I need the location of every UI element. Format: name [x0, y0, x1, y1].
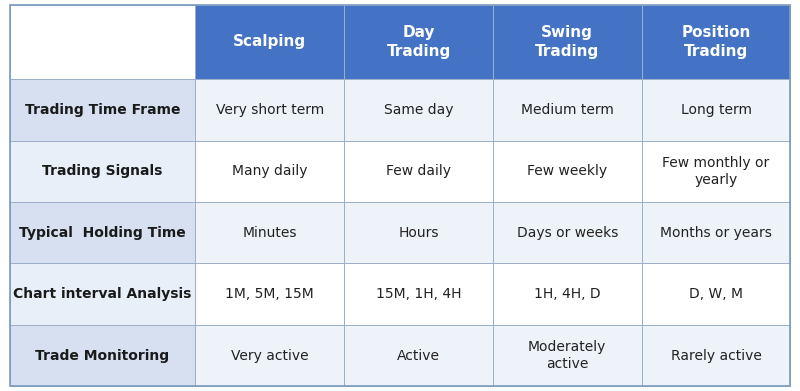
Bar [493, 264, 642, 325]
Bar [493, 202, 642, 264]
Bar [344, 264, 493, 325]
Bar [195, 79, 344, 140]
Text: Few monthly or
yearly: Few monthly or yearly [662, 156, 770, 187]
Text: Trade Monitoring: Trade Monitoring [35, 349, 170, 362]
Text: Long term: Long term [681, 103, 751, 117]
Text: Minutes: Minutes [242, 226, 297, 240]
Text: Same day: Same day [384, 103, 454, 117]
Bar [493, 140, 642, 202]
Text: D, W, M: D, W, M [689, 287, 743, 301]
Bar [195, 325, 344, 386]
Text: Hours: Hours [398, 226, 438, 240]
Text: 1H, 4H, D: 1H, 4H, D [534, 287, 601, 301]
Bar [344, 202, 493, 264]
Bar [493, 79, 642, 140]
Text: 15M, 1H, 4H: 15M, 1H, 4H [376, 287, 462, 301]
Bar [642, 140, 790, 202]
Text: Few weekly: Few weekly [527, 164, 607, 178]
Text: Very active: Very active [231, 349, 309, 362]
Text: Very short term: Very short term [216, 103, 324, 117]
Bar [642, 79, 790, 140]
Bar [10, 79, 195, 140]
Bar [195, 140, 344, 202]
Bar [195, 202, 344, 264]
Bar [493, 325, 642, 386]
Bar [195, 264, 344, 325]
Bar [10, 5, 195, 79]
Bar [10, 202, 195, 264]
Text: Trading Time Frame: Trading Time Frame [25, 103, 180, 117]
Text: Moderately
active: Moderately active [528, 340, 606, 371]
Bar [642, 5, 790, 79]
Bar [344, 325, 493, 386]
Text: Typical  Holding Time: Typical Holding Time [19, 226, 186, 240]
Text: Medium term: Medium term [521, 103, 614, 117]
Text: Position
Trading: Position Trading [682, 25, 750, 59]
Text: Day
Trading: Day Trading [386, 25, 450, 59]
Bar [344, 5, 493, 79]
Text: Trading Signals: Trading Signals [42, 164, 162, 178]
Text: Months or years: Months or years [660, 226, 772, 240]
Bar [493, 5, 642, 79]
Bar [642, 202, 790, 264]
Text: Chart interval Analysis: Chart interval Analysis [14, 287, 192, 301]
Text: Active: Active [397, 349, 440, 362]
Text: Many daily: Many daily [232, 164, 307, 178]
Bar [344, 79, 493, 140]
Bar [10, 264, 195, 325]
Bar [10, 325, 195, 386]
Text: Swing
Trading: Swing Trading [535, 25, 599, 59]
Text: 1M, 5M, 15M: 1M, 5M, 15M [226, 287, 314, 301]
Text: Scalping: Scalping [234, 34, 306, 49]
Bar [344, 140, 493, 202]
Text: Days or weeks: Days or weeks [517, 226, 618, 240]
Bar [642, 264, 790, 325]
Text: Rarely active: Rarely active [670, 349, 762, 362]
Text: Few daily: Few daily [386, 164, 451, 178]
Bar [195, 5, 344, 79]
Bar [642, 325, 790, 386]
Bar [10, 140, 195, 202]
